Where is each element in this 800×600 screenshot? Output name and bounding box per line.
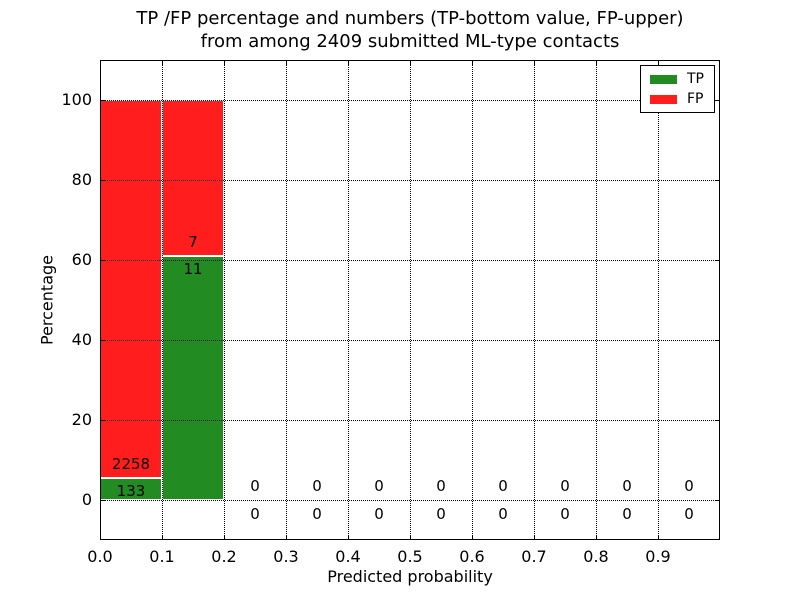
x-tick-label: 0.6 (459, 547, 485, 566)
tp-count-label: 0 (250, 504, 260, 523)
legend-item-fp: FP (650, 92, 704, 106)
x-tick-label: 0.2 (211, 547, 237, 566)
fp-count-label: 0 (374, 477, 384, 496)
fp-count-label: 0 (312, 477, 322, 496)
tp-count-label: 0 (560, 504, 570, 523)
tp-count-label: 0 (498, 504, 508, 523)
x-tick-mark-bottom (534, 535, 535, 540)
fp-count-label: 7 (188, 232, 198, 251)
y-tick-mark-right (715, 500, 720, 501)
fp-bar-segment (162, 100, 224, 256)
tp-count-label: 0 (312, 504, 322, 523)
y-tick-mark-left (100, 420, 105, 421)
x-tick-mark-bottom (286, 535, 287, 540)
x-tick-mark-top (286, 60, 287, 65)
gridline-vertical (658, 60, 659, 540)
legend-item-tp: TP (650, 72, 704, 86)
fp-bar-segment (100, 100, 162, 478)
gridline-vertical (534, 60, 535, 540)
tp-count-label: 0 (622, 504, 632, 523)
y-tick-mark-left (100, 260, 105, 261)
x-tick-mark-top (658, 60, 659, 65)
chart-title-line2: from among 2409 submitted ML-type contac… (200, 31, 620, 52)
x-tick-mark-top (410, 60, 411, 65)
gridline-vertical (472, 60, 473, 540)
legend-swatch-tp (650, 74, 677, 84)
y-tick-mark-left (100, 340, 105, 341)
chart-title-line1: TP /FP percentage and numbers (TP-bottom… (136, 8, 684, 29)
x-tick-mark-top (472, 60, 473, 65)
legend-swatch-fp (650, 94, 677, 104)
y-tick-label: 60 (71, 250, 92, 269)
y-tick-label: 40 (71, 330, 92, 349)
plot-area: 2258 133 7 11 0 0 0 0 0 0 0 0 0 0 0 0 0 0 0 0 TP FP (100, 60, 720, 540)
y-tick-mark-left (100, 500, 105, 501)
gridline-vertical (162, 60, 163, 540)
x-tick-mark-bottom (658, 535, 659, 540)
tp-count-label: 0 (436, 504, 446, 523)
gridline-vertical (410, 60, 411, 540)
gridline-vertical (596, 60, 597, 540)
y-tick-mark-right (715, 420, 720, 421)
x-tick-mark-bottom (348, 535, 349, 540)
y-tick-mark-right (715, 100, 720, 101)
x-tick-mark-top (348, 60, 349, 65)
x-axis-label: Predicted probability (327, 567, 493, 586)
gridline-vertical (224, 60, 225, 540)
x-tick-mark-top (100, 60, 101, 65)
legend-label-fp: FP (687, 91, 704, 107)
x-tick-mark-top (534, 60, 535, 65)
y-tick-label: 100 (61, 90, 92, 109)
legend: TP FP (640, 65, 715, 113)
x-tick-label: 0.8 (583, 547, 609, 566)
fp-count-label: 2258 (111, 455, 151, 474)
tp-count-label: 0 (374, 504, 384, 523)
x-tick-mark-bottom (224, 535, 225, 540)
gridline-vertical (286, 60, 287, 540)
fp-count-label: 0 (436, 477, 446, 496)
x-tick-mark-bottom (410, 535, 411, 540)
y-tick-mark-left (100, 100, 105, 101)
fp-count-label: 0 (250, 477, 260, 496)
chart-title: TP /FP percentage and numbers (TP-bottom… (100, 7, 720, 53)
y-tick-mark-left (100, 180, 105, 181)
gridline-vertical (348, 60, 349, 540)
x-tick-label: 0.4 (335, 547, 361, 566)
x-tick-label: 0.0 (87, 547, 113, 566)
y-tick-mark-right (715, 180, 720, 181)
x-tick-mark-top (596, 60, 597, 65)
x-tick-mark-bottom (162, 535, 163, 540)
y-tick-mark-right (715, 260, 720, 261)
legend-label-tp: TP (687, 71, 704, 87)
y-tick-mark-right (715, 340, 720, 341)
y-tick-label: 80 (71, 170, 92, 189)
x-tick-label: 0.7 (521, 547, 547, 566)
x-tick-mark-top (224, 60, 225, 65)
fp-count-label: 0 (498, 477, 508, 496)
x-tick-mark-top (162, 60, 163, 65)
x-tick-mark-bottom (472, 535, 473, 540)
y-tick-label: 20 (71, 410, 92, 429)
x-tick-label: 0.1 (149, 547, 175, 566)
tp-count-label: 0 (684, 504, 694, 523)
tp-bar-segment (162, 255, 224, 500)
fp-count-label: 0 (622, 477, 632, 496)
fp-count-label: 0 (560, 477, 570, 496)
x-tick-label: 0.5 (397, 547, 423, 566)
x-tick-mark-bottom (100, 535, 101, 540)
tp-count-label: 133 (116, 482, 146, 501)
x-tick-mark-bottom (596, 535, 597, 540)
tp-count-label: 11 (183, 260, 203, 279)
y-tick-label: 0 (81, 490, 92, 509)
x-tick-label: 0.3 (273, 547, 299, 566)
fp-count-label: 0 (684, 477, 694, 496)
x-tick-label: 0.9 (645, 547, 671, 566)
